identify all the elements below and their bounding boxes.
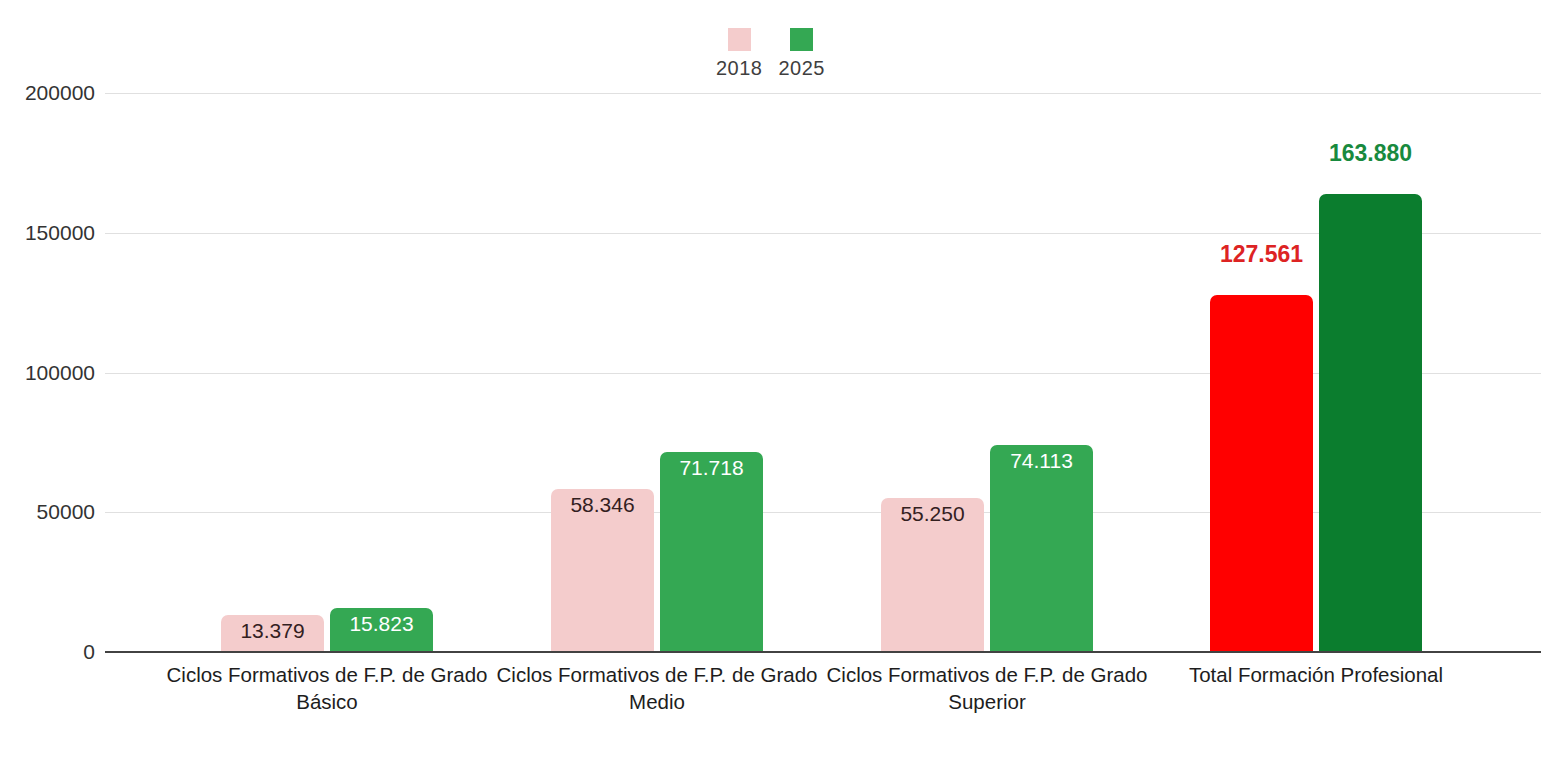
x-axis-category-label: Ciclos Formativos de F.P. de Grado Medio [485, 661, 829, 715]
bar-chart: 2018 2025 13.37958.34655.250127.56115.82… [0, 0, 1541, 757]
legend-swatch-2025 [790, 28, 813, 51]
bar-value-label: 74.113 [965, 449, 1118, 473]
y-axis-tick-label: 50000 [0, 501, 95, 523]
y-axis-tick-label: 150000 [0, 222, 95, 244]
x-axis-category-label: Ciclos Formativos de F.P. de Grado Básic… [155, 661, 499, 715]
legend-item-2025[interactable]: 2025 [779, 28, 826, 80]
legend-label: 2025 [779, 57, 826, 80]
legend-swatch-2018 [728, 28, 751, 51]
bar-2018-group4[interactable] [1210, 295, 1313, 652]
legend-label: 2018 [716, 57, 763, 80]
bar-value-label: 127.561 [1185, 241, 1338, 268]
bar-2025-group2[interactable] [660, 452, 763, 652]
bar-value-label: 71.718 [635, 456, 788, 480]
bar-2025-group3[interactable] [990, 445, 1093, 652]
bar-value-label: 15.823 [305, 612, 458, 636]
y-axis-tick-label: 0 [0, 641, 95, 663]
bar-value-label: 55.250 [856, 502, 1009, 526]
plot-area: 13.37958.34655.250127.56115.82371.71874.… [105, 93, 1541, 652]
y-axis-tick-label: 100000 [0, 362, 95, 384]
legend-item-2018[interactable]: 2018 [716, 28, 763, 80]
chart-legend: 2018 2025 [0, 28, 1541, 80]
gridline-200000 [105, 93, 1541, 94]
bar-value-label: 58.346 [526, 493, 679, 517]
x-axis-category-label: Ciclos Formativos de F.P. de Grado Super… [815, 661, 1159, 715]
x-axis-line [105, 651, 1541, 653]
bar-value-label: 163.880 [1294, 140, 1447, 167]
x-axis-category-label: Total Formación Profesional [1144, 661, 1488, 688]
y-axis-tick-label: 200000 [0, 82, 95, 104]
